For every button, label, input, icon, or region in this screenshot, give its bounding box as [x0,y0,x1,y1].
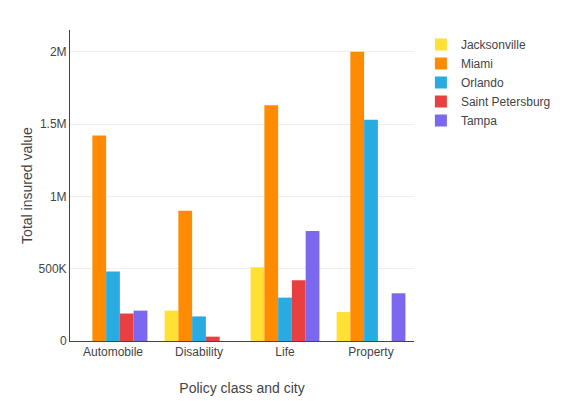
svg-text:0: 0 [60,334,67,348]
svg-text:Miami: Miami [461,57,493,71]
svg-text:500K: 500K [39,262,67,276]
svg-text:Disability: Disability [175,345,223,359]
svg-text:Jacksonville: Jacksonville [461,38,526,52]
svg-text:Saint Petersburg: Saint Petersburg [461,95,550,109]
svg-text:Tampa: Tampa [461,114,497,128]
svg-text:Property: Property [348,345,393,359]
svg-text:Policy class and city: Policy class and city [179,380,304,396]
svg-text:1.5M: 1.5M [40,117,67,131]
svg-text:Life: Life [275,345,295,359]
svg-text:1M: 1M [50,190,67,204]
svg-text:Total insured value: Total insured value [19,127,35,244]
svg-text:Automobile: Automobile [83,345,143,359]
svg-text:2M: 2M [50,45,67,59]
svg-text:Orlando: Orlando [461,76,504,90]
